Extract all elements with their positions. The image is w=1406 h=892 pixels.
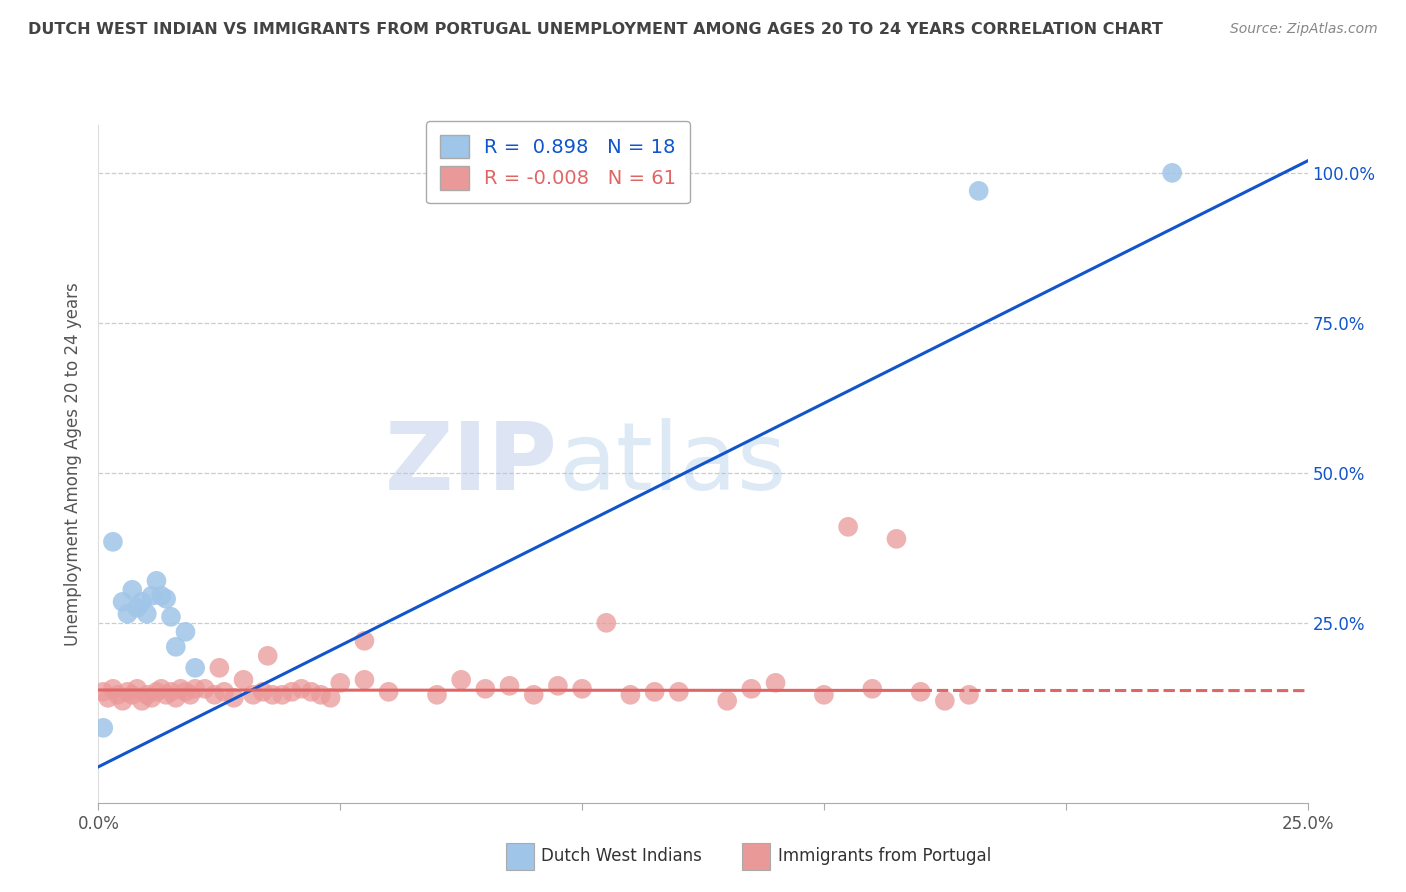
Point — [319, 690, 342, 705]
Point — [290, 681, 312, 696]
Point — [160, 685, 183, 699]
Point — [145, 685, 167, 699]
Point — [668, 685, 690, 699]
Text: Immigrants from Portugal: Immigrants from Portugal — [778, 847, 991, 865]
Point — [155, 591, 177, 606]
Point — [174, 685, 197, 699]
Point — [595, 615, 617, 630]
Point — [145, 574, 167, 588]
Point — [121, 582, 143, 597]
Point — [329, 675, 352, 690]
Point — [141, 690, 163, 705]
Point — [184, 681, 207, 696]
Point — [91, 721, 114, 735]
Point — [934, 694, 956, 708]
Point — [101, 681, 124, 696]
Text: DUTCH WEST INDIAN VS IMMIGRANTS FROM PORTUGAL UNEMPLOYMENT AMONG AGES 20 TO 24 Y: DUTCH WEST INDIAN VS IMMIGRANTS FROM POR… — [28, 22, 1163, 37]
Point — [571, 681, 593, 696]
Point — [150, 589, 173, 603]
Point — [107, 688, 129, 702]
Point — [619, 688, 641, 702]
Point — [957, 688, 980, 702]
Point — [860, 681, 883, 696]
Y-axis label: Unemployment Among Ages 20 to 24 years: Unemployment Among Ages 20 to 24 years — [63, 282, 82, 646]
Point — [117, 685, 139, 699]
Point — [127, 681, 149, 696]
Point — [426, 688, 449, 702]
Point — [165, 640, 187, 654]
Point — [111, 694, 134, 708]
Point — [179, 688, 201, 702]
Point — [498, 679, 520, 693]
Legend: R =  0.898   N = 18, R = -0.008   N = 61: R = 0.898 N = 18, R = -0.008 N = 61 — [426, 121, 690, 203]
Point — [150, 681, 173, 696]
Point — [135, 688, 157, 702]
Point — [299, 685, 322, 699]
Point — [474, 681, 496, 696]
Point — [353, 673, 375, 687]
Point — [271, 688, 294, 702]
Point — [644, 685, 666, 699]
Text: Source: ZipAtlas.com: Source: ZipAtlas.com — [1230, 22, 1378, 37]
Point — [184, 661, 207, 675]
Point — [208, 661, 231, 675]
Point — [353, 633, 375, 648]
Point — [967, 184, 990, 198]
Point — [242, 688, 264, 702]
Point — [252, 685, 274, 699]
Text: Dutch West Indians: Dutch West Indians — [541, 847, 702, 865]
Point — [204, 688, 226, 702]
Point — [160, 610, 183, 624]
Point — [97, 690, 120, 705]
Point — [740, 681, 762, 696]
Point — [281, 685, 304, 699]
Point — [1161, 166, 1184, 180]
Point — [165, 690, 187, 705]
Point — [523, 688, 546, 702]
Point — [309, 688, 332, 702]
Point — [450, 673, 472, 687]
Text: atlas: atlas — [558, 417, 786, 510]
Point — [377, 685, 399, 699]
Point — [169, 681, 191, 696]
Point — [716, 694, 738, 708]
Point — [141, 589, 163, 603]
Point — [117, 607, 139, 621]
Point — [131, 595, 153, 609]
Point — [886, 532, 908, 546]
Point — [127, 600, 149, 615]
Point — [111, 595, 134, 609]
Point — [910, 685, 932, 699]
Point — [101, 534, 124, 549]
Point — [135, 607, 157, 621]
Point — [121, 688, 143, 702]
Point — [813, 688, 835, 702]
Point — [262, 688, 284, 702]
Point — [256, 648, 278, 663]
Point — [547, 679, 569, 693]
Point — [155, 688, 177, 702]
Point — [131, 694, 153, 708]
Point — [837, 520, 859, 534]
Text: ZIP: ZIP — [385, 417, 558, 510]
Point — [91, 685, 114, 699]
Point — [765, 675, 787, 690]
Point — [212, 685, 235, 699]
Point — [232, 673, 254, 687]
Point — [194, 681, 217, 696]
Point — [174, 624, 197, 639]
Point — [222, 690, 245, 705]
